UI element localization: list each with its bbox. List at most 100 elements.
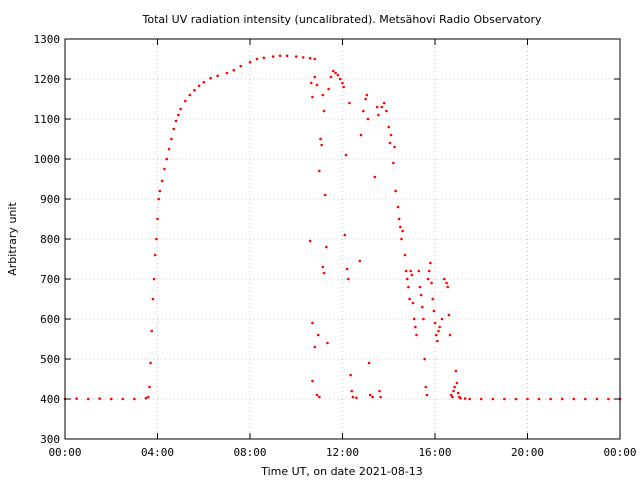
x-tick-label: 16:00 xyxy=(418,446,451,459)
y-tick-label: 500 xyxy=(40,353,60,366)
data-point xyxy=(262,56,266,60)
data-point xyxy=(174,119,178,123)
x-tick-label: 12:00 xyxy=(326,446,359,459)
data-point xyxy=(149,361,152,365)
data-point xyxy=(153,253,157,257)
data-point xyxy=(362,109,365,113)
data-point xyxy=(329,75,333,79)
data-point xyxy=(308,239,312,243)
data-point xyxy=(436,339,439,343)
data-point xyxy=(278,54,282,58)
data-point xyxy=(438,325,441,329)
data-point xyxy=(452,389,455,393)
data-point xyxy=(401,229,404,233)
data-point xyxy=(404,269,408,273)
x-axis-label: Time UT, on date 2021-08-13 xyxy=(260,465,423,478)
data-point xyxy=(549,397,552,401)
data-point xyxy=(146,395,150,399)
data-point xyxy=(202,80,206,84)
data-point xyxy=(197,84,201,88)
data-point xyxy=(301,56,305,59)
data-point xyxy=(449,393,453,397)
data-point xyxy=(451,395,454,399)
data-point xyxy=(342,85,345,89)
data-point xyxy=(255,57,259,61)
data-point xyxy=(433,321,437,325)
data-point xyxy=(392,161,395,165)
data-point xyxy=(315,83,319,87)
data-point xyxy=(479,397,483,401)
data-point xyxy=(321,93,325,97)
x-tick-label: 08:00 xyxy=(233,446,266,459)
data-point xyxy=(375,105,379,109)
data-point xyxy=(315,393,319,397)
data-point xyxy=(121,397,125,401)
data-point xyxy=(170,137,173,141)
data-point xyxy=(394,189,397,193)
data-point xyxy=(318,169,321,173)
data-point xyxy=(448,333,452,337)
data-point xyxy=(323,193,327,197)
data-points xyxy=(63,54,622,401)
y-tick-label: 300 xyxy=(40,433,60,446)
data-point xyxy=(193,88,196,92)
data-point xyxy=(348,101,351,105)
data-point xyxy=(442,277,446,281)
data-point xyxy=(382,101,386,105)
data-point xyxy=(420,305,424,309)
data-point xyxy=(336,73,340,77)
data-point xyxy=(285,54,289,58)
data-point xyxy=(319,137,322,141)
data-point xyxy=(446,285,450,289)
data-point xyxy=(313,75,317,79)
data-point xyxy=(248,60,252,64)
data-point xyxy=(417,269,421,273)
data-point xyxy=(316,333,320,337)
y-tick-label: 1100 xyxy=(34,113,61,126)
data-point xyxy=(349,373,352,377)
data-point xyxy=(86,397,90,401)
data-point xyxy=(463,397,467,400)
data-point xyxy=(177,113,180,117)
data-point xyxy=(309,81,313,85)
data-point xyxy=(378,389,381,393)
data-point xyxy=(455,381,459,385)
data-point xyxy=(399,225,402,229)
data-point xyxy=(331,69,335,73)
data-point xyxy=(459,396,462,400)
x-tick-label: 00:00 xyxy=(603,446,636,459)
y-tick-label: 400 xyxy=(40,393,60,406)
data-point xyxy=(155,237,158,241)
data-point xyxy=(572,397,576,401)
data-point xyxy=(414,325,417,329)
data-point xyxy=(411,301,415,305)
data-point xyxy=(308,56,312,60)
y-axis-label: Arbitrary unit xyxy=(6,202,19,276)
data-point xyxy=(468,397,471,401)
data-point xyxy=(437,329,440,333)
y-tick-label: 900 xyxy=(40,193,60,206)
data-point xyxy=(225,71,229,75)
data-point xyxy=(432,309,436,313)
data-point xyxy=(239,64,243,68)
data-point xyxy=(380,105,384,109)
data-point xyxy=(423,357,426,361)
data-point xyxy=(327,87,330,91)
x-tick-label: 20:00 xyxy=(511,446,544,459)
data-point xyxy=(151,297,155,301)
data-point xyxy=(397,217,401,221)
data-point xyxy=(396,205,400,209)
data-point xyxy=(389,133,393,137)
data-point xyxy=(408,297,411,301)
data-point xyxy=(183,99,187,103)
y-tick-label: 1200 xyxy=(34,73,61,86)
data-point xyxy=(431,297,434,301)
data-point xyxy=(313,345,317,349)
data-point xyxy=(403,253,407,257)
y-tick-label: 800 xyxy=(40,233,60,246)
data-point xyxy=(294,55,298,58)
data-point xyxy=(422,317,425,321)
data-point xyxy=(311,321,314,325)
y-tick-label: 600 xyxy=(40,313,60,326)
x-tick-label: 00:00 xyxy=(48,446,81,459)
